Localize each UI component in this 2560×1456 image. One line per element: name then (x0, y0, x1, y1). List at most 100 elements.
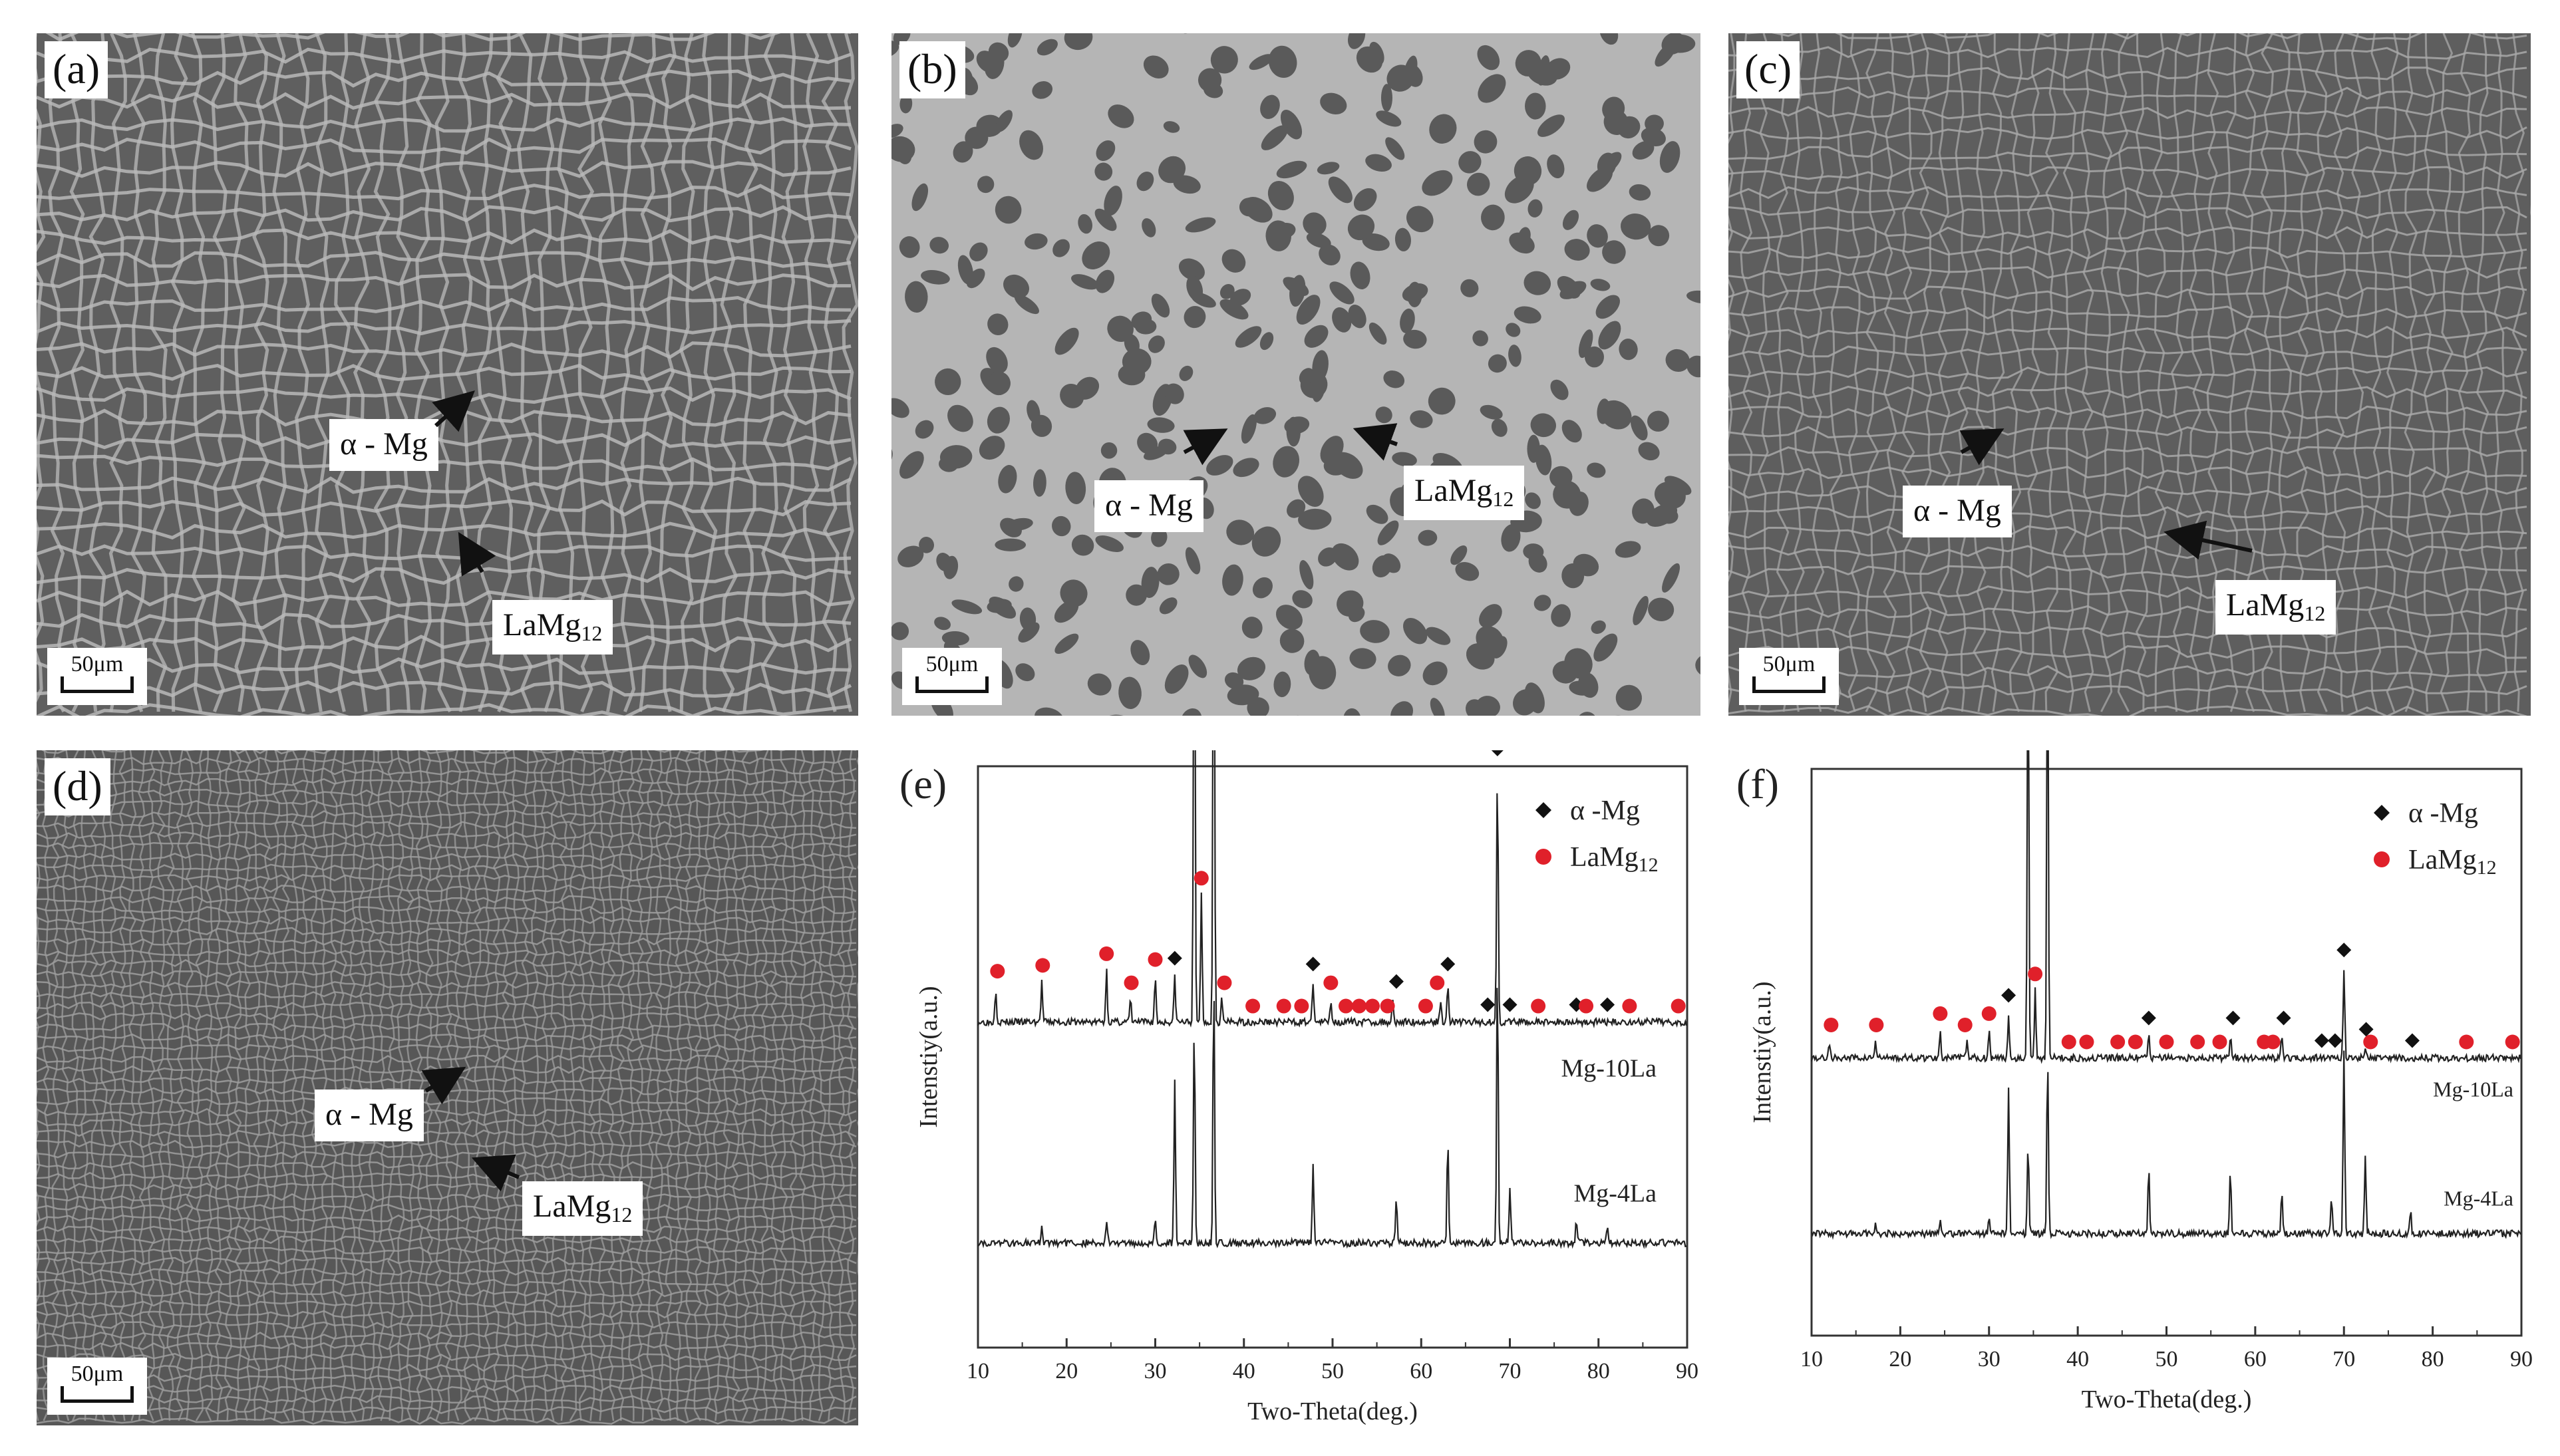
x-axis-label: Two-Theta(deg.) (2082, 1385, 2252, 1413)
lamg12-marker (1035, 958, 1050, 973)
panel-label-c: (c) (1736, 41, 1800, 98)
x-tick-label: 90 (1676, 1359, 1698, 1383)
alpha-mg-marker (2276, 1010, 2291, 1026)
x-tick-label: 30 (1978, 1347, 2000, 1372)
lamg12-marker (1276, 998, 1291, 1014)
lamg12-marker (1622, 998, 1637, 1014)
lamg12-marker (1671, 998, 1686, 1014)
alpha-mg-marker (2225, 1010, 2241, 1026)
alpha-mg-marker (2404, 1033, 2420, 1048)
lamg12-marker (2212, 1034, 2227, 1050)
alpha-mg-marker (2336, 943, 2352, 958)
lamg12-marker (2061, 1034, 2076, 1050)
scale-bar-line (61, 676, 134, 693)
series-line-Mg-10La (977, 750, 1687, 1029)
lamg12-marker (1245, 998, 1261, 1014)
x-tick-label: 10 (1800, 1347, 1823, 1372)
scale-bar-label: 50μm (71, 1362, 124, 1386)
lamg12-marker (2459, 1034, 2474, 1050)
panel-label: (e) (899, 760, 947, 807)
scale-bar: 50μm (47, 1358, 147, 1415)
panel-label-a: (a) (45, 41, 108, 98)
series-label: Mg-4La (2444, 1187, 2513, 1211)
callout-alpha-mg: α - Mg (329, 419, 438, 471)
micrograph-panel-c: (c) α - Mg LaMg12 50μm (1728, 33, 2531, 716)
lamg12-marker (1418, 998, 1433, 1014)
scale-bar-line (61, 1386, 134, 1403)
lamg12-marker (2505, 1034, 2520, 1050)
x-tick-label: 20 (1889, 1347, 1911, 1372)
scale-bar: 50μm (47, 648, 147, 705)
lamg12-marker (1364, 998, 1380, 1014)
legend-alpha-mg: α -Mg (1570, 796, 1640, 826)
alpha-mg-marker (1502, 997, 1518, 1012)
lamg12-marker (1380, 998, 1395, 1014)
micrograph-d-image (37, 750, 858, 1425)
x-tick-label: 50 (1321, 1359, 1344, 1383)
xrd-f-svg: 10 20 30 40 50 60 70 80 90 Two-Theta(deg.) Intenst… (1736, 750, 2533, 1413)
panel-label: (f) (1736, 760, 1779, 807)
lamg12-marker (1194, 871, 1209, 886)
legend-circle (2374, 851, 2390, 867)
scale-bar: 50μm (902, 648, 1002, 705)
legend-diamond (1535, 802, 1551, 818)
legend-alpha-mg: α -Mg (2408, 798, 2478, 829)
x-tick-label: 40 (2066, 1347, 2089, 1372)
x-tick-label: 10 (967, 1359, 989, 1383)
y-axis-label: Intenstiy(a.u.) (915, 986, 943, 1127)
micrograph-panel-b: (b) α - Mg LaMg12 50μm (891, 33, 1700, 716)
lamg12-marker (2110, 1034, 2126, 1050)
lamg12-marker (1338, 998, 1353, 1014)
x-tick-label: 60 (1410, 1359, 1432, 1383)
xrd-e-svg: 10 20 30 40 50 60 70 80 90 Two-Theta(deg.) Intenst… (899, 750, 1698, 1425)
xrd-chart-e: 10 20 30 40 50 60 70 80 90 Two-Theta(deg.) Intenst… (891, 750, 1700, 1456)
series-label: Mg-10La (1561, 1055, 1657, 1083)
lamg12-marker (1579, 998, 1594, 1014)
series-line-Mg-4La (977, 988, 1687, 1250)
lamg12-marker (1824, 1017, 1839, 1032)
lamg12-marker (2128, 1034, 2143, 1050)
callout-alpha-mg: α - Mg (1094, 480, 1203, 532)
lamg12-marker (1351, 998, 1366, 1014)
x-tick-label: 20 (1055, 1359, 1078, 1383)
lamg12-marker (2265, 1034, 2281, 1050)
lamg12-marker (2190, 1034, 2205, 1050)
panel-label-b: (b) (899, 41, 965, 98)
callout-lamg12: LaMg12 (2215, 580, 2336, 635)
scale-bar: 50μm (1739, 648, 1839, 705)
legend-diamond (2374, 805, 2390, 821)
series-label: Mg-10La (2433, 1078, 2513, 1101)
lamg12-marker (1099, 946, 1114, 961)
series-line-Mg-10La (1810, 750, 2521, 1064)
x-axis-label: Two-Theta(deg.) (1247, 1397, 1418, 1425)
alpha-mg-marker (1600, 997, 1615, 1012)
alpha-mg-marker (2358, 1022, 2374, 1037)
lamg12-marker (1124, 975, 1139, 990)
lamg12-marker (1430, 975, 1445, 990)
alpha-mg-marker (2314, 1033, 2329, 1048)
alpha-mg-marker (1480, 997, 1496, 1012)
x-tick-label: 80 (2422, 1347, 2444, 1372)
scale-bar-label: 50μm (925, 652, 979, 676)
lamg12-marker (1957, 1017, 1973, 1032)
alpha-mg-marker (1491, 750, 1504, 756)
legend-circle (1535, 849, 1551, 865)
series-line-Mg-4La (1810, 1050, 2521, 1240)
lamg12-marker (1294, 998, 1309, 1014)
alpha-mg-marker (1569, 997, 1584, 1012)
lamg12-marker (1148, 952, 1163, 967)
lamg12-marker (2079, 1034, 2094, 1050)
lamg12-marker (1933, 1006, 1948, 1021)
series-label: Mg-4La (1573, 1180, 1657, 1208)
x-tick-label: 30 (1144, 1359, 1167, 1383)
alpha-mg-marker (2141, 1010, 2156, 1026)
x-tick-label: 90 (2510, 1347, 2533, 1372)
alpha-mg-marker (1388, 974, 1404, 989)
callout-lamg12: LaMg12 (492, 600, 613, 655)
alpha-mg-marker (2327, 1033, 2342, 1048)
callout-alpha-mg: α - Mg (1903, 486, 2012, 537)
y-axis-label: Intenstiy(a.u.) (1748, 981, 1776, 1123)
micrograph-panel-d: (d) α - Mg LaMg12 50μm (37, 750, 858, 1425)
alpha-mg-marker (1167, 950, 1182, 966)
lamg12-marker (1869, 1017, 1884, 1032)
